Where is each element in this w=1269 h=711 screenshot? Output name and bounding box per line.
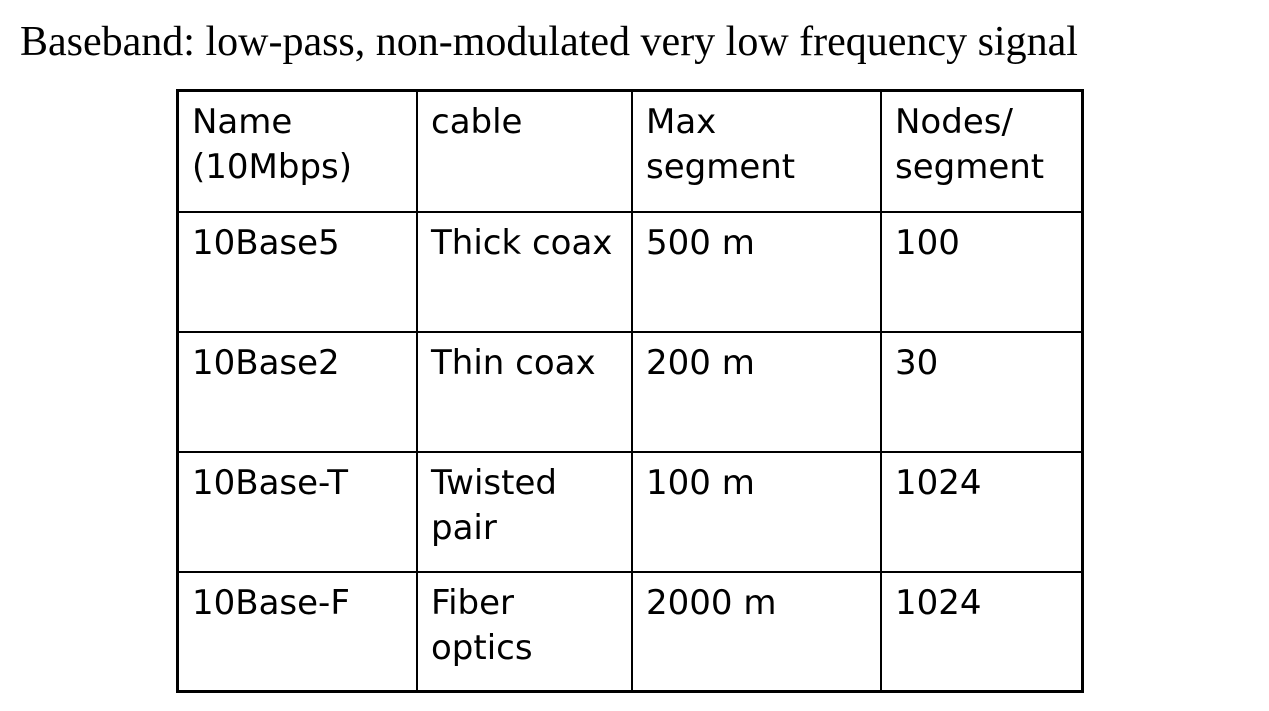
ethernet-spec-table-frame: Name (10Mbps) cable Max segment Nodes/ s… xyxy=(176,89,1084,693)
row-max-segment-text: 200 m xyxy=(646,343,755,383)
cell-cable: Twisted pair xyxy=(416,451,633,573)
cell-nodes-per-segment: 1024 xyxy=(880,571,1081,692)
row-max-segment-text: 500 m xyxy=(646,223,755,263)
header-nodes-per-segment-label: Nodes/ segment xyxy=(895,102,1045,187)
header-cell-cable: cable xyxy=(416,92,633,213)
header-cell-nodes-per-segment: Nodes/ segment xyxy=(880,92,1081,213)
cell-nodes-per-segment: 100 xyxy=(880,211,1081,333)
row-max-segment-text: 100 m xyxy=(646,463,755,503)
cell-nodes-per-segment: 1024 xyxy=(880,451,1081,573)
cell-cable: Thin coax xyxy=(416,331,633,453)
table-row: 10Base-F Fiber optics 2000 m 1024 xyxy=(179,571,1081,692)
cell-name: 10Base-T xyxy=(179,451,418,573)
header-max-segment-label: Max segment xyxy=(646,102,796,187)
row-cable-text: Fiber optics xyxy=(431,583,533,668)
row-nodes-text: 30 xyxy=(895,343,939,383)
table-row: 10Base-T Twisted pair 100 m 1024 xyxy=(179,451,1081,573)
header-cell-name: Name (10Mbps) xyxy=(179,92,418,213)
row-cable-text: Thin coax xyxy=(431,343,596,383)
row-nodes-text: 1024 xyxy=(895,463,982,503)
table-row: 10Base5 Thick coax 500 m 100 xyxy=(179,211,1081,333)
row-name-text: 10Base-T xyxy=(192,463,348,503)
row-nodes-text: 1024 xyxy=(895,583,982,623)
cell-max-segment: 200 m xyxy=(631,331,882,453)
cell-nodes-per-segment: 30 xyxy=(880,331,1081,453)
cell-max-segment: 500 m xyxy=(631,211,882,333)
header-cell-max-segment: Max segment xyxy=(631,92,882,213)
cell-cable: Thick coax xyxy=(416,211,633,333)
cell-max-segment: 2000 m xyxy=(631,571,882,692)
cell-max-segment: 100 m xyxy=(631,451,882,573)
row-name-text: 10Base-F xyxy=(192,583,350,623)
row-nodes-text: 100 xyxy=(895,223,960,263)
ethernet-spec-table: Name (10Mbps) cable Max segment Nodes/ s… xyxy=(179,92,1081,692)
cell-name: 10Base2 xyxy=(179,331,418,453)
row-name-text: 10Base2 xyxy=(192,343,340,383)
header-name-label: Name (10Mbps) xyxy=(192,102,353,187)
table-row: 10Base2 Thin coax 200 m 30 xyxy=(179,331,1081,453)
row-cable-text: Twisted pair xyxy=(431,463,557,548)
cell-name: 10Base-F xyxy=(179,571,418,692)
row-max-segment-text: 2000 m xyxy=(646,583,777,623)
row-name-text: 10Base5 xyxy=(192,223,340,263)
table-header-row: Name (10Mbps) cable Max segment Nodes/ s… xyxy=(179,92,1081,213)
cell-name: 10Base5 xyxy=(179,211,418,333)
cell-cable: Fiber optics xyxy=(416,571,633,692)
header-cable-label: cable xyxy=(431,102,523,142)
slide-title: Baseband: low-pass, non-modulated very l… xyxy=(20,19,1078,65)
row-cable-text: Thick coax xyxy=(431,223,613,263)
